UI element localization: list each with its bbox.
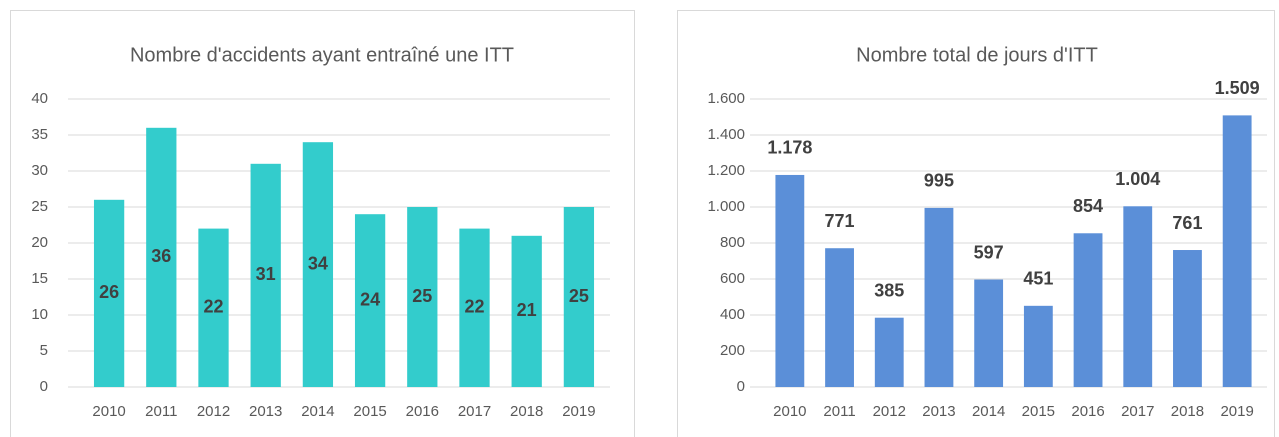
x-tick-label: 2014: [972, 403, 1005, 420]
y-tick-label: 600: [720, 270, 745, 287]
data-label: 22: [203, 297, 223, 317]
x-tick-label: 2010: [92, 403, 125, 420]
chart-title: Nombre total de jours d'ITT: [856, 44, 1098, 66]
bar: [874, 317, 904, 387]
y-tick-label: 0: [737, 378, 745, 395]
data-label: 31: [256, 264, 276, 284]
bar: [198, 228, 229, 387]
y-tick-label: 40: [31, 90, 48, 107]
bar: [146, 127, 177, 388]
bar: [407, 207, 438, 387]
bar: [924, 207, 954, 387]
data-label: 36: [151, 246, 171, 266]
bar: [1173, 250, 1202, 387]
bar: [354, 214, 386, 387]
y-tick-label: 25: [31, 198, 48, 215]
data-label: 22: [464, 297, 484, 317]
bar: [1222, 115, 1252, 387]
chart-frame: [677, 10, 1275, 437]
bar: [825, 248, 854, 387]
data-label: 761: [1172, 213, 1202, 233]
data-label: 854: [1073, 196, 1103, 216]
bar: [563, 207, 595, 387]
data-label: 451: [1023, 269, 1053, 289]
bar: [1073, 233, 1103, 387]
data-label: 597: [974, 242, 1004, 262]
y-tick-label: 0: [40, 378, 48, 395]
bar: [974, 279, 1004, 387]
y-tick-label: 1.600: [707, 90, 745, 107]
data-label: 1.178: [767, 138, 812, 158]
y-tick-label: 5: [40, 342, 48, 359]
data-label: 21: [517, 300, 537, 320]
x-tick-label: 2012: [197, 403, 230, 420]
x-tick-label: 2013: [249, 403, 282, 420]
data-label: 25: [412, 286, 432, 306]
data-label: 385: [874, 280, 904, 300]
x-tick-label: 2015: [353, 403, 386, 420]
x-tick-label: 2019: [1220, 403, 1253, 420]
x-tick-label: 2010: [773, 403, 806, 420]
y-tick-label: 30: [31, 162, 48, 179]
x-tick-label: 2016: [1071, 403, 1104, 420]
bar: [775, 174, 805, 387]
data-label: 1.004: [1115, 169, 1160, 189]
x-tick-label: 2014: [301, 403, 334, 420]
x-tick-label: 2011: [145, 403, 177, 420]
x-tick-label: 2017: [458, 403, 491, 420]
x-tick-label: 2018: [510, 403, 543, 420]
x-tick-label: 2013: [922, 403, 955, 420]
y-tick-label: 800: [720, 234, 745, 251]
x-tick-label: 2011: [823, 403, 855, 420]
data-label: 34: [308, 253, 328, 273]
y-tick-label: 35: [31, 126, 48, 143]
bar: [302, 142, 334, 387]
x-tick-label: 2017: [1121, 403, 1154, 420]
x-tick-label: 2018: [1171, 403, 1204, 420]
bar: [459, 228, 490, 387]
data-label: 26: [99, 282, 119, 302]
data-label: 25: [569, 286, 589, 306]
y-tick-label: 200: [720, 342, 745, 359]
x-tick-label: 2019: [562, 403, 595, 420]
y-tick-label: 1.400: [707, 126, 745, 143]
y-tick-label: 20: [31, 234, 48, 251]
y-tick-label: 1.200: [707, 162, 745, 179]
data-label: 1.509: [1215, 78, 1260, 98]
bar: [93, 199, 125, 387]
bar: [511, 235, 542, 387]
bar: [250, 163, 281, 387]
y-tick-label: 1.000: [707, 198, 745, 215]
x-tick-label: 2015: [1022, 403, 1055, 420]
chart-title: Nombre d'accidents ayant entraîné une IT…: [130, 44, 514, 66]
bar: [1023, 305, 1053, 387]
chart-frame: [10, 10, 635, 437]
x-tick-label: 2012: [873, 403, 906, 420]
data-label: 771: [825, 211, 855, 231]
data-label: 24: [360, 289, 380, 309]
data-label: 995: [924, 171, 954, 191]
y-tick-label: 15: [31, 270, 48, 287]
x-tick-label: 2016: [406, 403, 439, 420]
y-tick-label: 10: [31, 306, 48, 323]
y-tick-label: 400: [720, 306, 745, 323]
bar: [1123, 206, 1153, 387]
